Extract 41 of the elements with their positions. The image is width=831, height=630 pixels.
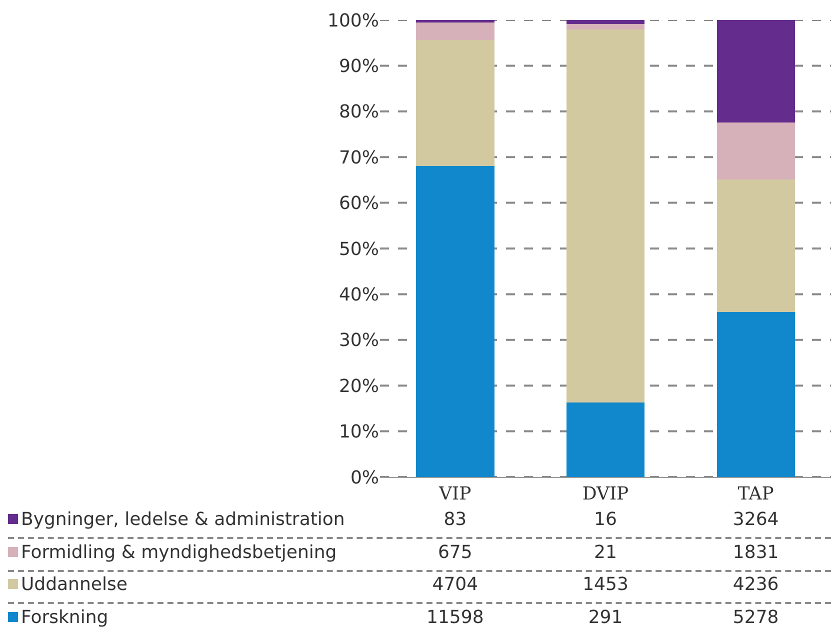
x-tick-label: TAP: [738, 484, 774, 505]
legend-label: Uddannelse: [21, 574, 128, 595]
text: 4704: [432, 574, 478, 595]
text: 1831: [732, 542, 779, 562]
y-tick-label: 10%: [338, 422, 379, 443]
y-tick-label: 100%: [328, 10, 379, 32]
x-tick-label: DVIP: [582, 484, 629, 505]
text: 16: [594, 509, 617, 530]
legend-label: Bygninger, ledelse & administration: [21, 509, 345, 530]
text: 83: [444, 509, 467, 530]
text: 3264: [732, 509, 779, 530]
text: 1453: [582, 574, 628, 595]
legend-label: Formidling & myndighedsbetjening: [21, 542, 337, 562]
text: 11598: [426, 606, 484, 628]
bar: [716, 20, 795, 122]
bar: [566, 30, 645, 403]
text: 21: [594, 542, 617, 562]
y-tick-label: 70%: [338, 147, 379, 168]
y-tick-label: 60%: [338, 193, 379, 214]
x-tick-label: VIP: [438, 484, 472, 505]
bar: [416, 166, 494, 477]
bar: [716, 312, 795, 477]
bar: [566, 402, 645, 477]
text: 5278: [732, 606, 779, 628]
bar: [566, 20, 645, 24]
bar: [716, 179, 795, 312]
text: 4236: [732, 574, 779, 595]
bar: [416, 22, 494, 40]
text: 675: [438, 542, 472, 562]
y-tick-label: 20%: [338, 376, 379, 397]
bar: [416, 40, 494, 166]
legend-label: Forskning: [21, 606, 108, 628]
text: 291: [588, 606, 623, 628]
y-tick-label: 80%: [338, 102, 379, 123]
y-tick-label: 40%: [338, 284, 379, 306]
y-tick-label: 30%: [338, 330, 379, 352]
y-tick-label: 0%: [350, 467, 379, 488]
y-tick-label: 50%: [338, 238, 379, 260]
bar: [566, 24, 645, 30]
y-tick-label: 90%: [338, 56, 379, 77]
bar: [716, 122, 795, 180]
